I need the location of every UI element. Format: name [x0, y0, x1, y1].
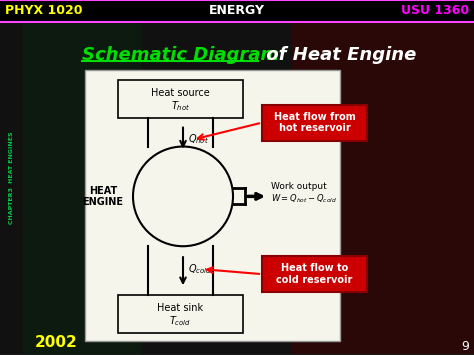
Bar: [22, 22, 142, 354]
Bar: [262, 105, 367, 141]
Text: Heat source: Heat source: [151, 88, 210, 98]
Text: $Q_{cold}$: $Q_{cold}$: [188, 262, 212, 276]
Bar: [292, 22, 474, 354]
Bar: [142, 22, 292, 354]
Text: PHYX 1020: PHYX 1020: [5, 5, 82, 17]
Bar: [118, 295, 243, 333]
Text: $W = Q_{hot} - Q_{cold}$: $W = Q_{hot} - Q_{cold}$: [271, 192, 337, 204]
Bar: [262, 256, 367, 292]
Text: Work output: Work output: [271, 182, 327, 191]
Text: USU 1360: USU 1360: [401, 5, 469, 17]
Bar: [85, 70, 340, 341]
Text: Heat flow from
hot reservoir: Heat flow from hot reservoir: [273, 112, 356, 133]
Text: HEAT
ENGINE: HEAT ENGINE: [82, 186, 124, 207]
Text: Schematic Diagram: Schematic Diagram: [82, 46, 279, 64]
Bar: [0, 0, 474, 22]
Text: 9: 9: [461, 340, 469, 354]
Text: $T_{hot}$: $T_{hot}$: [171, 99, 190, 113]
Text: 2002: 2002: [35, 335, 78, 350]
Bar: [118, 80, 243, 118]
Text: of Heat Engine: of Heat Engine: [260, 46, 416, 64]
Text: CHAPTER3  HEAT ENGINES: CHAPTER3 HEAT ENGINES: [9, 131, 13, 224]
Text: $T_{cold}$: $T_{cold}$: [169, 314, 191, 328]
Circle shape: [133, 147, 233, 246]
Bar: [0, 22, 22, 354]
Text: Heat sink: Heat sink: [157, 303, 203, 313]
Text: $Q_{hot}$: $Q_{hot}$: [188, 133, 209, 147]
Text: ENERGY: ENERGY: [209, 5, 265, 17]
Text: Heat flow to
cold reservoir: Heat flow to cold reservoir: [276, 263, 353, 285]
